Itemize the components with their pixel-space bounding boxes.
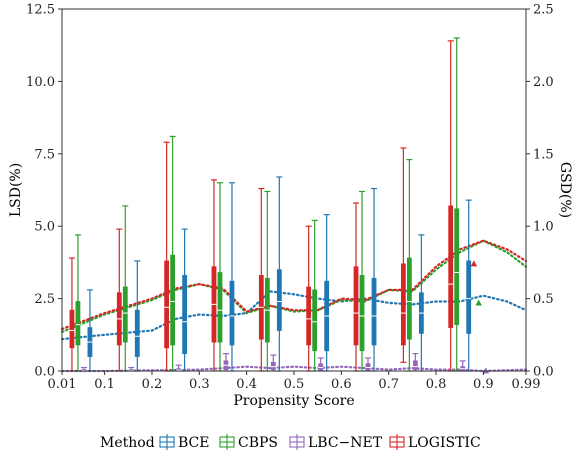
y-axis-left-title: LSD(%): [8, 163, 24, 217]
box-logistic-6: [353, 266, 359, 346]
legend-label: LOGISTIC: [408, 435, 481, 451]
legend-title: Method: [100, 435, 155, 451]
y-left-tick-label: 0.0: [34, 365, 55, 380]
y-left-tick-label: 2.5: [34, 292, 55, 307]
y-left-tick-label: 5.0: [34, 220, 55, 235]
legend: Method BCE CBPS LBC−NET LOGISTIC: [100, 434, 481, 451]
y-left-tick-label: 10.0: [26, 75, 55, 90]
y-right-tick-label: 0.0: [533, 365, 554, 380]
box-cbps-5: [312, 289, 318, 352]
marker-logistic: [470, 260, 478, 267]
x-tick-label: 0.2: [142, 377, 163, 392]
y-left-tick-label: 7.5: [34, 147, 55, 162]
y-right-tick-label: 2.0: [533, 75, 554, 90]
gsd-line-lbc-net: [60, 365, 528, 373]
x-tick-label: 0.1: [94, 377, 115, 392]
box-lbc-net-7: [412, 360, 418, 370]
y-left-tick-label: 12.5: [26, 3, 55, 18]
x-tick-label: 0.3: [189, 377, 210, 392]
x-tick-label: 0.99: [512, 377, 541, 392]
box-bce-4: [276, 269, 282, 331]
x-axis-title: Propensity Score: [233, 393, 354, 409]
x-tick-label: 0.9: [473, 377, 494, 392]
box-logistic-7: [400, 263, 406, 346]
box-bce-8: [466, 260, 472, 334]
x-tick-label: 0.01: [48, 377, 77, 392]
legend-label: CBPS: [238, 435, 278, 451]
x-tick-label: 0.6: [331, 377, 352, 392]
gsd-line-bce: [60, 290, 528, 341]
gsd-line-logistic: [60, 239, 528, 331]
x-tick-label: 0.8: [426, 377, 447, 392]
marker-cbps: [475, 299, 482, 306]
legend-label: LBC−NET: [308, 435, 383, 451]
y-axis-right-title: GSD(%): [557, 162, 573, 218]
box-lbc-net-4: [270, 361, 276, 370]
x-tick-label: 0.7: [378, 377, 399, 392]
y-right-tick-label: 2.5: [533, 3, 554, 18]
x-tick-label: 0.5: [284, 377, 305, 392]
box-cbps-8: [454, 208, 460, 326]
box-lbc-net-6: [365, 363, 371, 371]
box-cbps-7: [406, 257, 412, 340]
plot-area: [60, 37, 528, 374]
box-lbc-net-5: [318, 363, 324, 371]
y-right-tick-label: 1.0: [533, 220, 554, 235]
box-bce-1: [134, 309, 140, 357]
box-logistic-0: [69, 309, 75, 349]
legend-label: BCE: [178, 435, 209, 451]
box-cbps-1: [122, 286, 128, 343]
y-right-tick-label: 1.5: [533, 147, 554, 162]
box-cbps-3: [217, 272, 223, 343]
axes: 0.01 0.1 0.2 0.3 0.4 0.5 0.6 0.7 0.8 0.9 0.990.02.…: [26, 3, 554, 393]
y-right-tick-label: 0.5: [533, 292, 554, 307]
box-bce-2: [182, 275, 188, 355]
box-cbps-6: [359, 275, 365, 352]
box-bce-3: [229, 280, 235, 346]
box-logistic-5: [306, 286, 312, 346]
box-logistic-8: [448, 205, 454, 328]
box-cbps-2: [170, 254, 176, 346]
x-tick-label: 0.4: [236, 377, 257, 392]
box-logistic-2: [164, 260, 170, 349]
box-cbps-0: [75, 301, 81, 346]
box-bce-6: [371, 277, 377, 346]
